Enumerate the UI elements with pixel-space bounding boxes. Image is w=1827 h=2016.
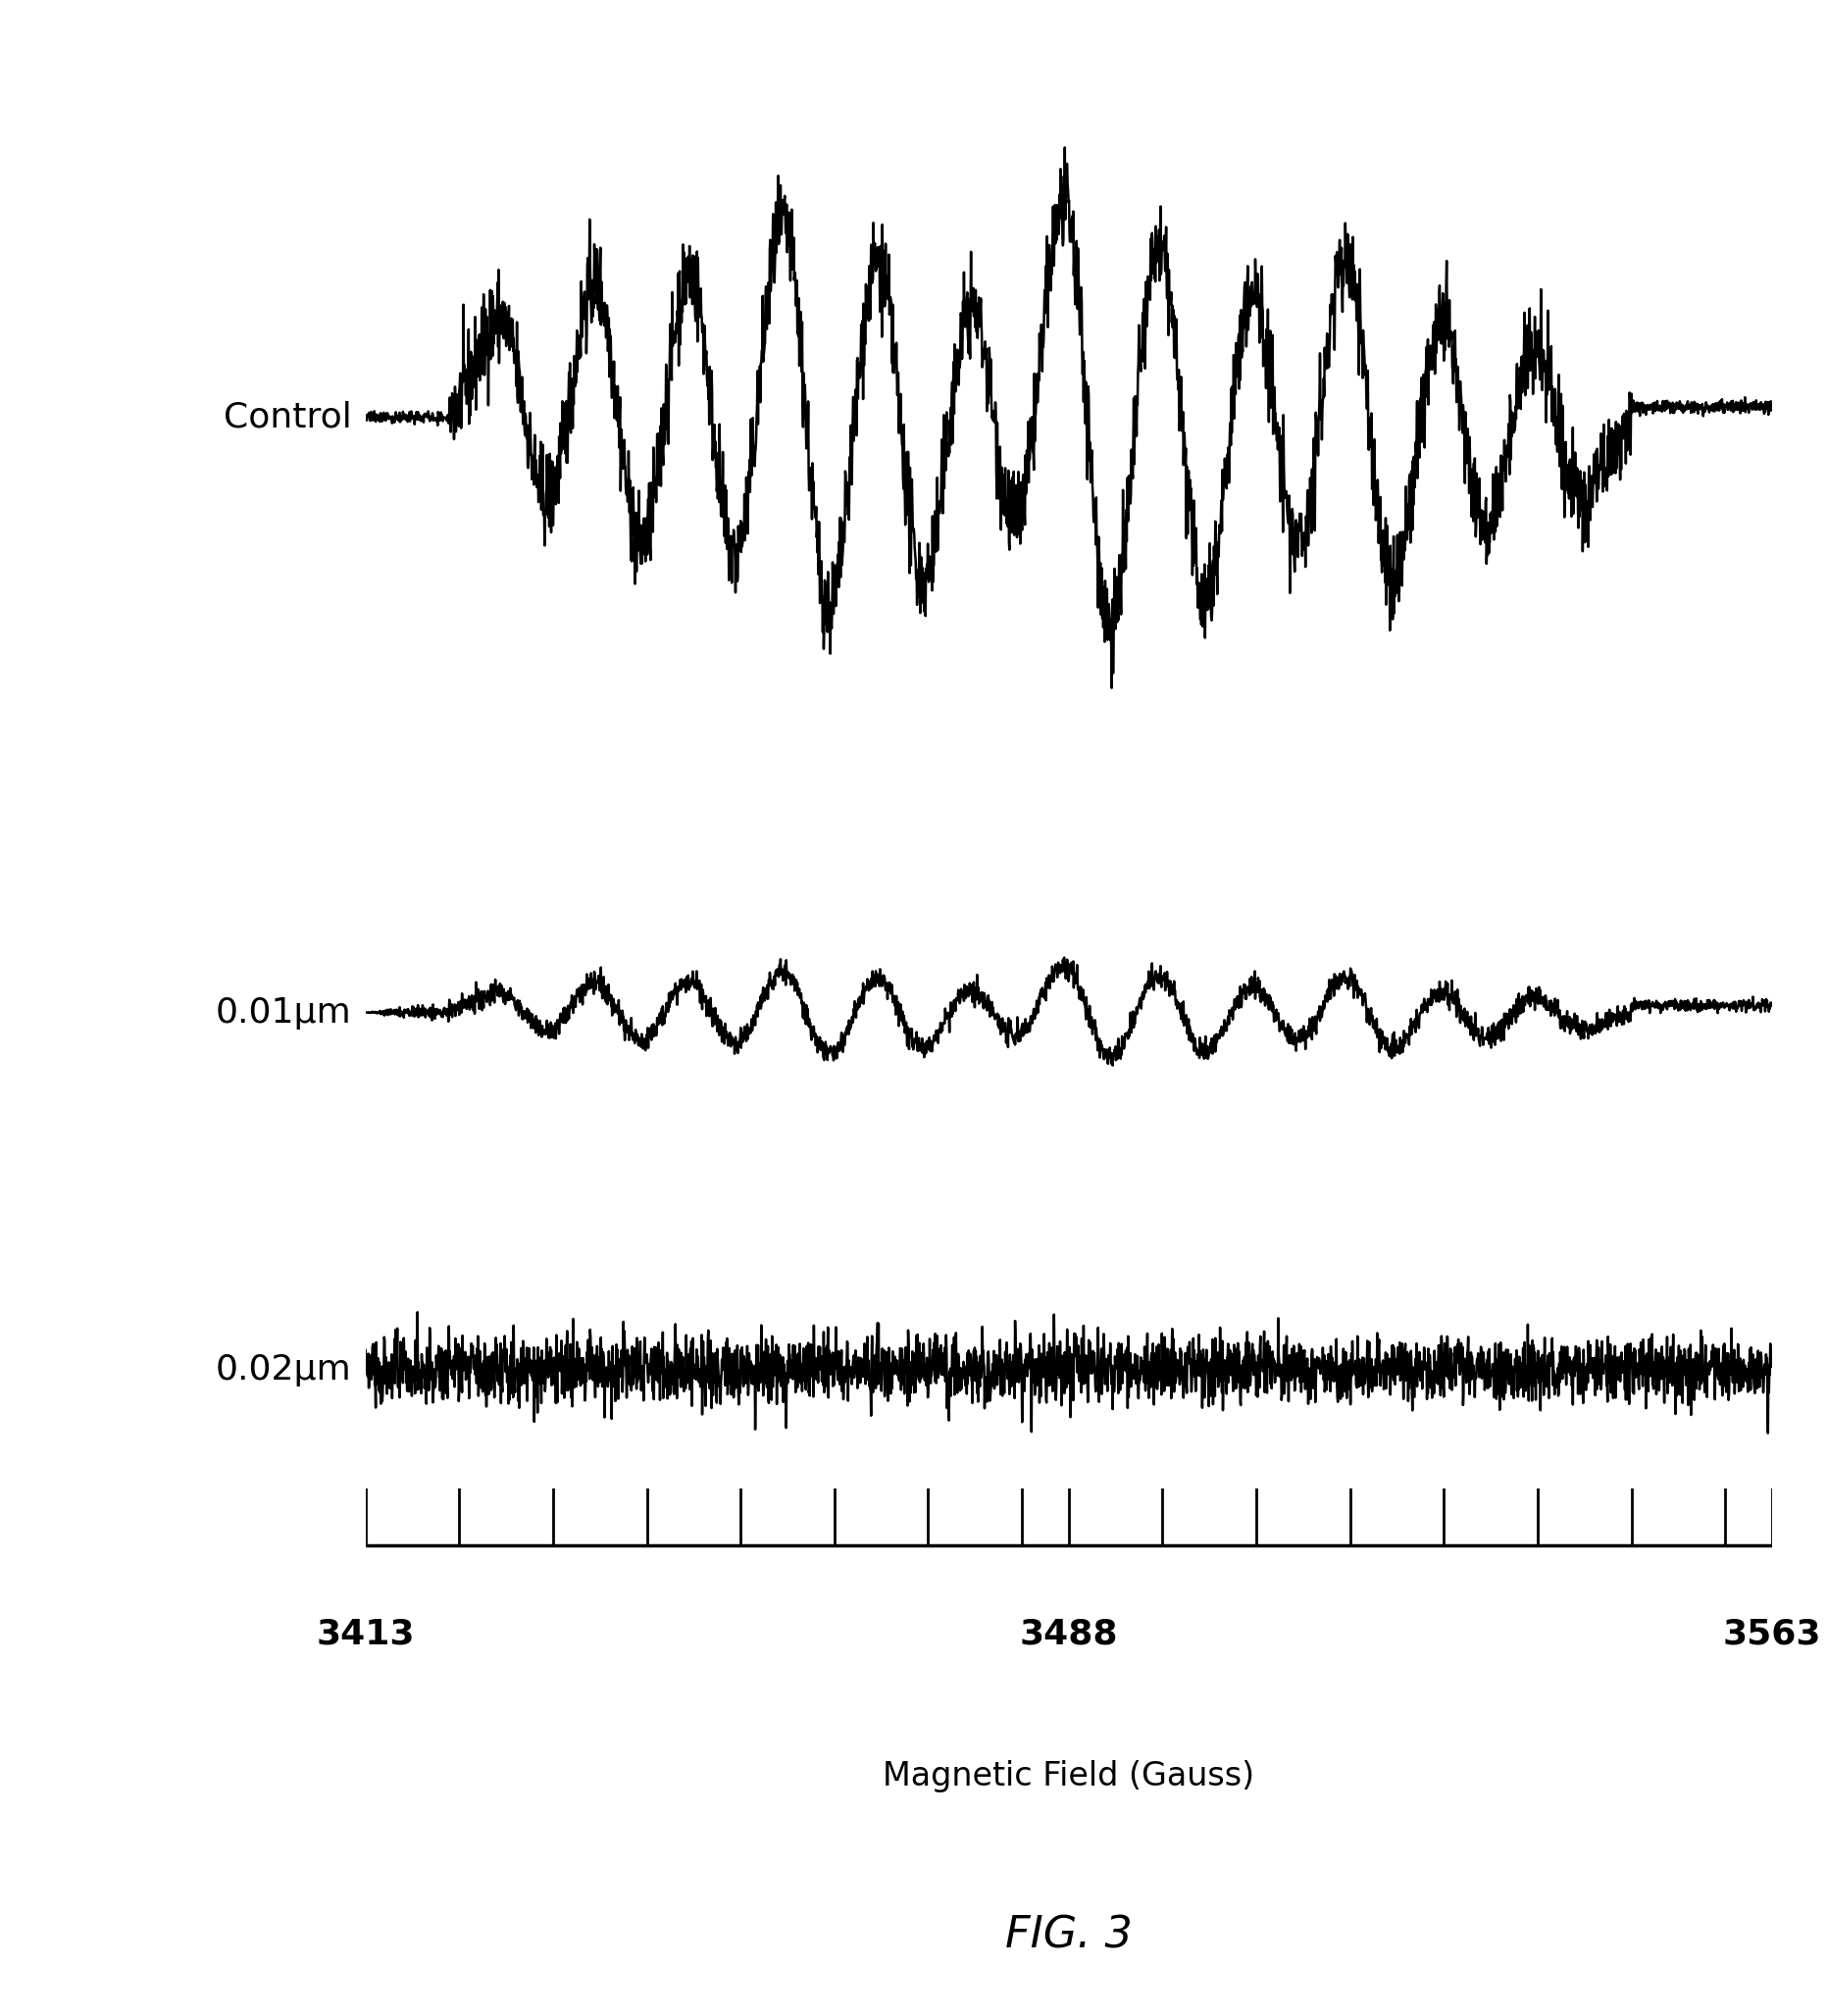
Text: 0.01μm: 0.01μm — [216, 996, 351, 1028]
Text: 3413: 3413 — [316, 1617, 415, 1651]
Text: FIG. 3: FIG. 3 — [1005, 1915, 1133, 1956]
Text: Magnetic Field (Gauss): Magnetic Field (Gauss) — [882, 1760, 1255, 1792]
Text: 3563: 3563 — [1723, 1617, 1822, 1651]
Text: 0.02μm: 0.02μm — [216, 1353, 351, 1387]
Text: 3488: 3488 — [1019, 1617, 1118, 1651]
Text: Control: Control — [223, 401, 351, 433]
